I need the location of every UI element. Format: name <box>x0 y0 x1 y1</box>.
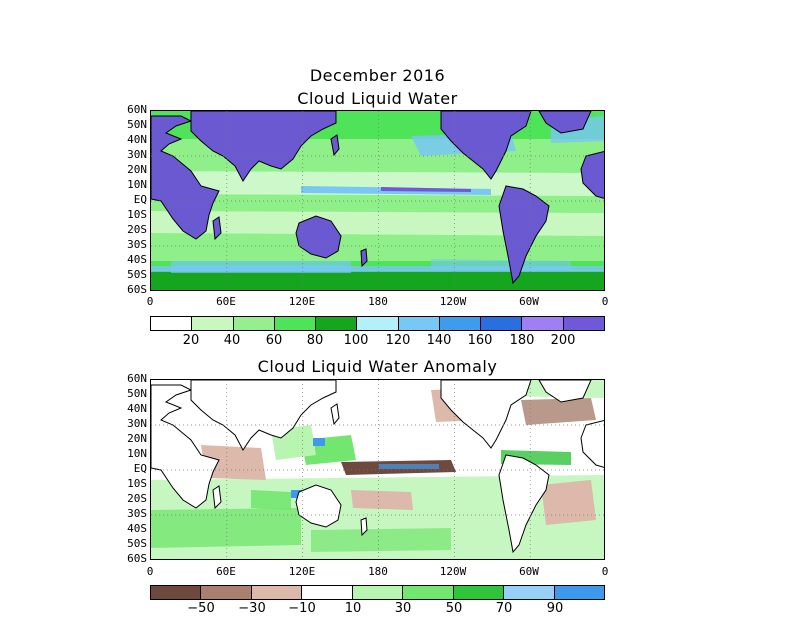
colorbar-swatch <box>522 317 564 330</box>
lat-label: 10S <box>127 208 147 221</box>
colorbar-swatch <box>357 317 399 330</box>
map-title-anomaly: Cloud Liquid Water Anomaly <box>257 357 498 376</box>
lon-label: 0 <box>146 565 154 578</box>
lon-label: 60E <box>216 295 236 308</box>
lon-label: 120E <box>288 295 316 308</box>
lat-label: 40N <box>127 402 147 415</box>
lat-label: 10S <box>127 477 147 490</box>
colorbar-label: 40 <box>223 333 241 348</box>
colorbar-label: 200 <box>550 333 576 348</box>
lat-label: 60S <box>127 552 147 565</box>
colorbar-label: 30 <box>394 601 412 616</box>
lat-label: 20N <box>127 432 147 445</box>
lat-label: 50N <box>127 118 147 131</box>
lon-label: 120W <box>439 295 467 308</box>
lon-label: 180 <box>368 295 388 308</box>
colorbar-swatch <box>453 586 505 599</box>
map-title-date: December 2016 <box>309 66 446 85</box>
cloud-liquid-water-colorbar <box>150 316 605 331</box>
colorbar-label: −50 <box>187 601 215 616</box>
colorbar-label: −10 <box>288 601 316 616</box>
colorbar-label: 10 <box>344 601 362 616</box>
colorbar-label: 160 <box>467 333 493 348</box>
colorbar-label: 50 <box>445 601 463 616</box>
colorbar-swatch <box>302 586 353 599</box>
colorbar-swatch <box>554 586 604 599</box>
lat-label: 30S <box>127 238 147 251</box>
colorbar-swatch <box>151 317 193 330</box>
lat-label: 20N <box>127 163 147 176</box>
lon-label: 120W <box>439 565 467 578</box>
colorbar-swatch <box>201 586 252 599</box>
colorbar-swatch <box>398 317 440 330</box>
lat-label: EQ <box>133 193 147 206</box>
lat-label: 40N <box>127 133 147 146</box>
colorbar-label: 120 <box>385 333 411 348</box>
anomaly-colorbar <box>150 585 605 600</box>
lat-label: 30S <box>127 507 147 520</box>
cloud-liquid-water-anomaly-map <box>150 379 605 560</box>
lon-label: 180 <box>368 565 388 578</box>
colorbar-label: 60 <box>265 333 283 348</box>
map-title-cloud-liquid-water: Cloud Liquid Water <box>297 89 458 108</box>
colorbar-swatch <box>151 586 202 599</box>
colorbar-swatch <box>439 317 482 330</box>
colorbar-label: 70 <box>495 601 513 616</box>
lon-label: 0 <box>601 565 609 578</box>
lat-label: 50N <box>127 387 147 400</box>
colorbar-swatch <box>504 586 555 599</box>
colorbar-label: −30 <box>238 601 266 616</box>
lat-label: EQ <box>133 462 147 475</box>
lat-label: 30N <box>127 417 147 430</box>
lat-label: 20S <box>127 223 147 236</box>
colorbar-swatch <box>192 317 234 330</box>
colorbar-label: 90 <box>546 601 564 616</box>
lat-label: 60S <box>127 283 147 296</box>
colorbar-swatch <box>233 317 275 330</box>
colorbar-swatch <box>563 317 604 330</box>
lon-label: 60E <box>216 565 236 578</box>
lon-label: 60W <box>519 565 539 578</box>
lat-label: 20S <box>127 492 147 505</box>
colorbar-label: 80 <box>306 333 324 348</box>
lat-label: 40S <box>127 522 147 535</box>
colorbar-swatch <box>251 586 303 599</box>
colorbar-swatch <box>274 317 317 330</box>
colorbar-swatch <box>316 317 358 330</box>
lat-label: 60N <box>127 103 147 116</box>
colorbar-label: 140 <box>426 333 452 348</box>
lat-label: 10N <box>127 178 147 191</box>
lon-label: 120E <box>288 565 316 578</box>
lat-label: 60N <box>127 372 147 385</box>
lat-label: 30N <box>127 148 147 161</box>
colorbar-swatch <box>403 586 454 599</box>
colorbar-swatch <box>481 317 523 330</box>
colorbar-label: 100 <box>343 333 369 348</box>
colorbar-swatch <box>352 586 404 599</box>
lon-label: 60W <box>519 295 539 308</box>
lat-label: 10N <box>127 447 147 460</box>
lat-label: 50S <box>127 268 147 281</box>
lat-label: 40S <box>127 253 147 266</box>
colorbar-label: 20 <box>182 333 200 348</box>
lat-label: 50S <box>127 537 147 550</box>
lon-label: 0 <box>601 295 609 308</box>
cloud-liquid-water-map <box>150 110 605 291</box>
colorbar-label: 180 <box>509 333 535 348</box>
lon-label: 0 <box>146 295 154 308</box>
